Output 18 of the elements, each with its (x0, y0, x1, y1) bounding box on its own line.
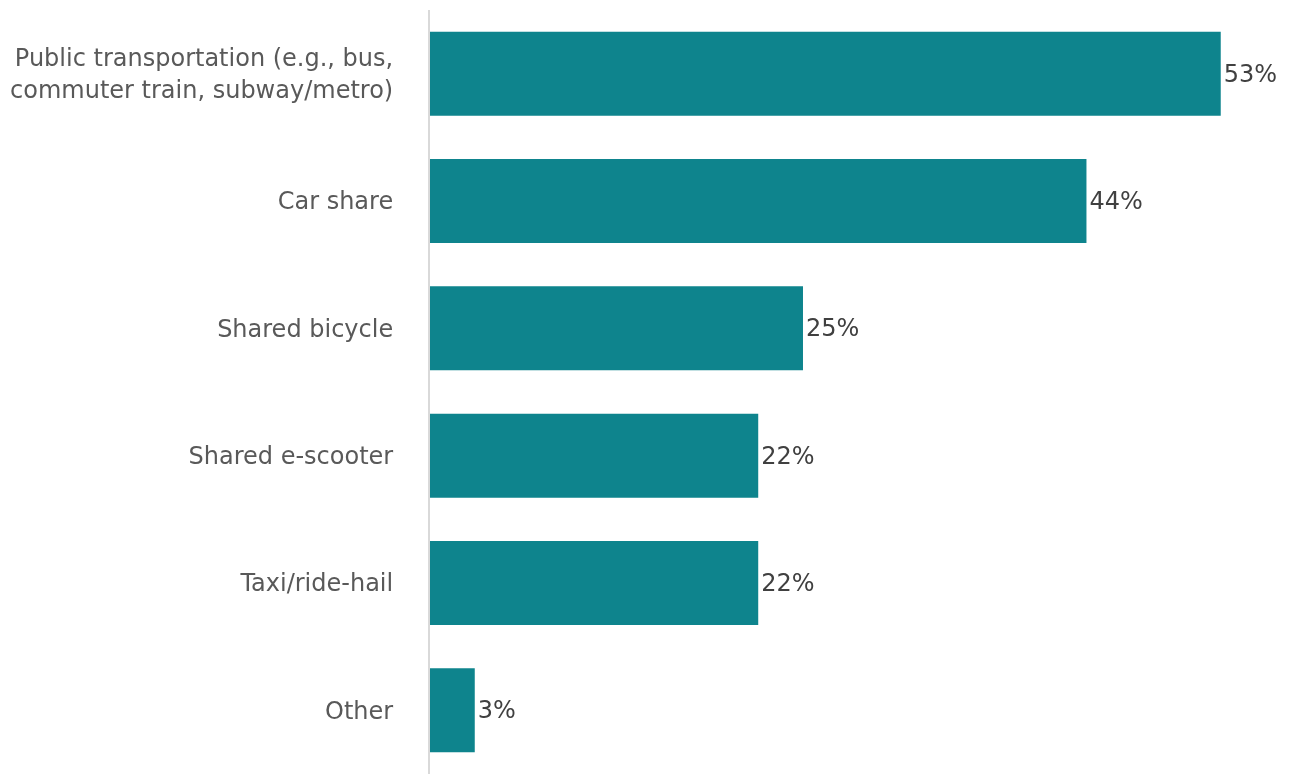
data-label: 3% (477, 696, 516, 725)
data-label: 25% (805, 314, 860, 343)
data-label: 22% (761, 569, 815, 597)
bar (430, 668, 475, 753)
y-tick-label: Shared e-scooter (188, 442, 394, 471)
data-label: 53% (1223, 59, 1278, 88)
y-tick-label: Car share (277, 187, 394, 216)
data-label: 44% (1089, 187, 1143, 215)
bar (430, 286, 803, 371)
bar (430, 31, 1221, 116)
bar (430, 413, 759, 498)
y-tick-label: Shared bicycle (217, 314, 394, 343)
y-tick-label: Other (325, 696, 394, 725)
y-tick-label: Taxi/ride-hail (239, 569, 394, 598)
y-tick-label: Public transportation (e.g., bus, commuter train, subway/metro) (10, 44, 394, 104)
data-label: 22% (761, 441, 815, 470)
bar (430, 158, 1087, 244)
bar (430, 540, 759, 626)
